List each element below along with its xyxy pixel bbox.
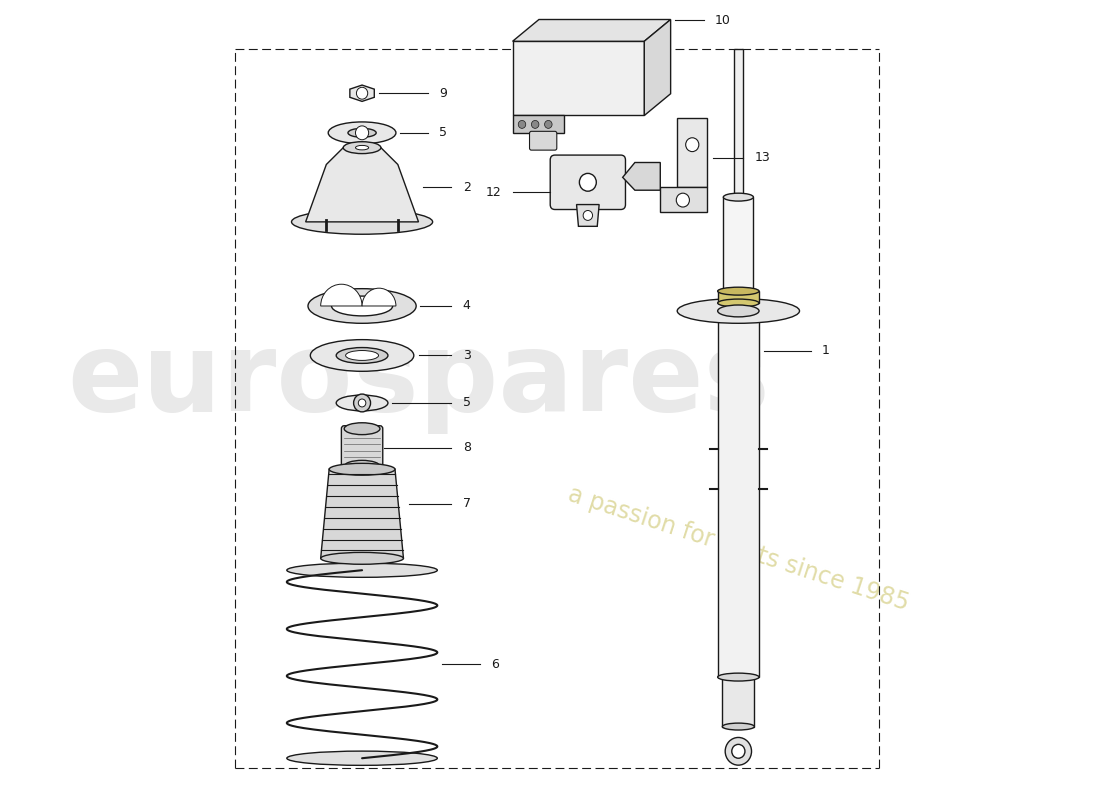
- Circle shape: [583, 210, 593, 220]
- Ellipse shape: [331, 296, 393, 316]
- Text: 2: 2: [463, 181, 471, 194]
- Ellipse shape: [345, 350, 378, 361]
- FancyBboxPatch shape: [717, 316, 759, 677]
- FancyBboxPatch shape: [529, 131, 557, 150]
- FancyBboxPatch shape: [717, 291, 759, 303]
- Ellipse shape: [678, 298, 800, 323]
- Wedge shape: [362, 288, 396, 306]
- Ellipse shape: [717, 305, 759, 317]
- Polygon shape: [660, 187, 707, 212]
- Ellipse shape: [329, 463, 395, 475]
- Text: 5: 5: [463, 397, 471, 410]
- Ellipse shape: [337, 347, 388, 363]
- Wedge shape: [321, 284, 362, 306]
- Circle shape: [353, 394, 371, 412]
- Ellipse shape: [723, 723, 755, 730]
- Ellipse shape: [287, 751, 438, 766]
- Text: 1: 1: [822, 344, 830, 357]
- Ellipse shape: [328, 122, 396, 144]
- Ellipse shape: [292, 210, 432, 234]
- Text: 9: 9: [439, 86, 447, 100]
- Ellipse shape: [287, 563, 438, 578]
- Text: 5: 5: [439, 126, 448, 139]
- Polygon shape: [645, 19, 671, 115]
- Ellipse shape: [344, 460, 380, 472]
- FancyBboxPatch shape: [513, 115, 564, 134]
- Circle shape: [685, 138, 698, 152]
- Polygon shape: [576, 205, 600, 226]
- Ellipse shape: [310, 340, 414, 371]
- Text: 8: 8: [463, 441, 471, 454]
- Circle shape: [676, 193, 690, 207]
- Ellipse shape: [308, 289, 416, 323]
- FancyBboxPatch shape: [341, 426, 383, 470]
- Ellipse shape: [337, 395, 388, 411]
- Text: 3: 3: [463, 349, 471, 362]
- Ellipse shape: [725, 738, 751, 765]
- Polygon shape: [321, 470, 404, 558]
- Ellipse shape: [355, 146, 368, 150]
- Ellipse shape: [732, 744, 745, 758]
- Ellipse shape: [348, 128, 376, 138]
- Circle shape: [531, 121, 539, 128]
- FancyBboxPatch shape: [724, 197, 754, 291]
- Text: 6: 6: [491, 658, 498, 670]
- Ellipse shape: [343, 142, 381, 154]
- Circle shape: [518, 121, 526, 128]
- Ellipse shape: [717, 287, 759, 295]
- Text: 4: 4: [463, 299, 471, 313]
- Circle shape: [544, 121, 552, 128]
- Polygon shape: [350, 85, 374, 102]
- Circle shape: [355, 126, 368, 140]
- Polygon shape: [306, 148, 418, 222]
- Polygon shape: [623, 162, 660, 190]
- Text: eurospares: eurospares: [67, 326, 770, 434]
- Polygon shape: [513, 19, 671, 42]
- Ellipse shape: [717, 673, 759, 681]
- Polygon shape: [678, 118, 707, 187]
- Text: 13: 13: [755, 151, 770, 164]
- Text: 10: 10: [715, 14, 730, 27]
- Circle shape: [359, 399, 366, 407]
- Circle shape: [580, 174, 596, 191]
- Ellipse shape: [321, 552, 404, 564]
- Circle shape: [356, 87, 367, 99]
- Text: 7: 7: [463, 498, 471, 510]
- FancyBboxPatch shape: [723, 677, 755, 726]
- Ellipse shape: [717, 299, 759, 307]
- Ellipse shape: [344, 422, 380, 434]
- FancyBboxPatch shape: [513, 42, 645, 115]
- Ellipse shape: [724, 193, 754, 201]
- Text: 12: 12: [485, 186, 502, 198]
- Text: a passion for parts since 1985: a passion for parts since 1985: [564, 482, 912, 615]
- FancyBboxPatch shape: [550, 155, 626, 210]
- FancyBboxPatch shape: [734, 49, 744, 202]
